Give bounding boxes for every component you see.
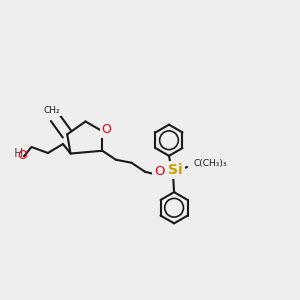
Text: O: O	[18, 148, 27, 162]
Text: H: H	[14, 147, 24, 161]
Text: O: O	[102, 123, 112, 136]
Text: Si: Si	[168, 163, 183, 177]
Text: O: O	[154, 165, 165, 178]
Text: CH₂: CH₂	[44, 106, 61, 115]
Text: C(CH₃)₃: C(CH₃)₃	[194, 159, 227, 168]
